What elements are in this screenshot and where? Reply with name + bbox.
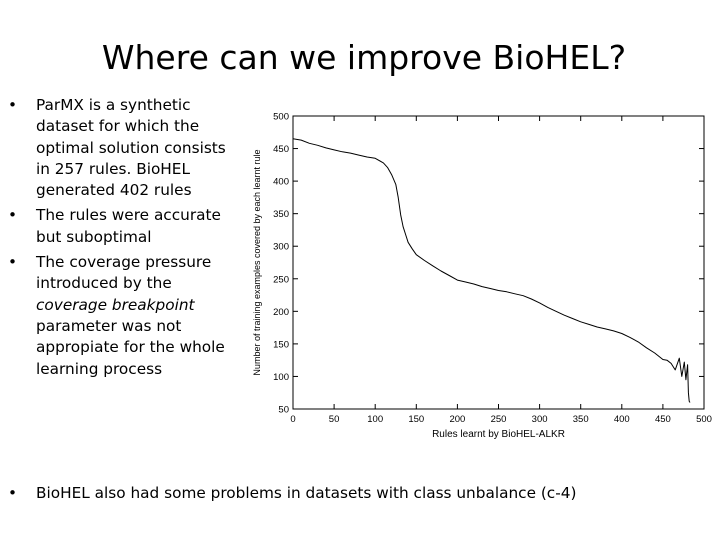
- bullet-class-unbalance: • BioHEL also had some problems in datas…: [8, 483, 723, 504]
- x-tick-label: 50: [329, 414, 340, 425]
- plot-frame: [292, 115, 705, 410]
- y-tick-label: 450: [273, 144, 289, 155]
- bullet-dot: •: [8, 484, 18, 502]
- bullet-dot: •: [8, 253, 18, 272]
- bullet-text-emphasis: coverage breakpoint: [36, 295, 195, 314]
- series-line-0: [292, 138, 691, 403]
- x-axis-label: Rules learnt by BioHEL-ALKR: [432, 429, 565, 440]
- slide-title: Where can we improve BioHEL?: [101, 38, 627, 78]
- bottom-bullet-list: • BioHEL also had some problems in datas…: [8, 483, 723, 504]
- x-tick-label: 150: [408, 414, 424, 425]
- bullet-rules-accurate: • The rules were accurate but suboptimal: [8, 205, 238, 248]
- x-tick-label: 250: [491, 414, 507, 425]
- x-tick-label: 350: [573, 414, 589, 425]
- bullet-dot: •: [8, 206, 18, 225]
- bullet-coverage-pressure: • The coverage pressure introduced by th…: [8, 252, 238, 380]
- bullet-text: The coverage pressure introduced by the …: [36, 252, 238, 380]
- y-tick-label: 300: [273, 242, 289, 253]
- y-tick-label: 100: [273, 372, 289, 383]
- bullet-text: ParMX is a synthetic dataset for which t…: [36, 96, 226, 200]
- x-tick-label: 500: [696, 414, 712, 425]
- x-tick-label: 100: [367, 414, 383, 425]
- y-tick-label: 400: [273, 177, 289, 188]
- bullet-text: BioHEL also had some problems in dataset…: [36, 484, 577, 502]
- x-tick-label: 300: [532, 414, 548, 425]
- y-tick-label: 500: [273, 112, 289, 123]
- bullet-dot: •: [8, 96, 18, 114]
- bullet-text-post: parameter was not appropiate for the who…: [36, 316, 225, 378]
- y-tick-label: 250: [273, 274, 289, 285]
- y-tick-label: 350: [273, 209, 289, 220]
- y-axis-label: Number of training examples covered by e…: [252, 149, 262, 375]
- bullet-parmx: • ParMX is a synthetic dataset for which…: [8, 95, 238, 201]
- x-tick-label: 400: [614, 414, 630, 425]
- bullet-text-pre: The coverage pressure introduced by the: [36, 253, 212, 293]
- y-tick-label: 150: [273, 339, 289, 350]
- y-tick-label: 50: [278, 405, 289, 416]
- bullet-text: The rules were accurate but suboptimal: [36, 206, 221, 246]
- x-tick-label: 0: [290, 414, 295, 425]
- x-tick-label: 200: [449, 414, 465, 425]
- x-tick-label: 450: [655, 414, 671, 425]
- bullet-list: • ParMX is a synthetic dataset for which…: [8, 95, 238, 384]
- coverage-line-chart: 0 50 100 150 200 250 300 350 400 450 5005010015020…: [252, 112, 712, 441]
- y-tick-label: 200: [273, 307, 289, 318]
